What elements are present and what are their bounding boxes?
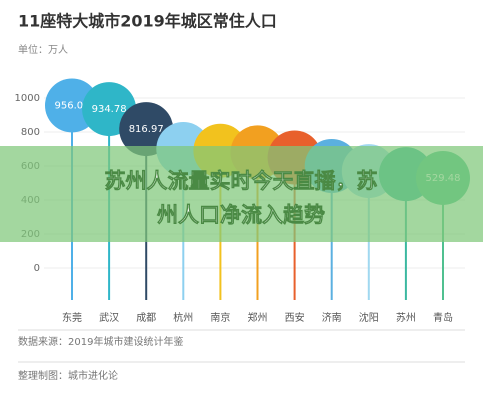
overlay-banner xyxy=(0,146,483,242)
y-tick-label: 0 xyxy=(34,263,40,274)
x-tick-label: 济南 xyxy=(322,311,342,324)
x-tick-label: 郑州 xyxy=(248,311,268,324)
y-tick-label: 1000 xyxy=(15,93,40,104)
value-label: 956.08 xyxy=(55,100,90,111)
x-tick-label: 武汉 xyxy=(99,311,119,324)
x-tick-label: 杭州 xyxy=(173,311,193,324)
credit: 整理制图：城市进化论 xyxy=(18,369,118,382)
x-tick-label: 青岛 xyxy=(433,311,453,324)
overlay-headline: 苏州人流量实时今天直播，苏 xyxy=(105,169,378,193)
x-tick-label: 成都 xyxy=(136,312,156,324)
subtitle: 单位：万人 xyxy=(18,43,68,56)
x-tick-label: 苏州 xyxy=(396,311,416,324)
x-tick-label: 西安 xyxy=(285,311,305,324)
source: 数据来源：2019年城市建设统计年鉴 xyxy=(18,335,183,348)
chart-title: 11座特大城市2019年城区常住人口 xyxy=(18,12,277,31)
y-tick-label: 800 xyxy=(21,127,40,138)
value-label: 816.97 xyxy=(129,124,164,135)
x-tick-label: 南京 xyxy=(210,311,230,324)
x-tick-label: 东莞 xyxy=(62,311,82,324)
value-label: 934.78 xyxy=(92,104,127,115)
x-tick-label: 沈阳 xyxy=(359,311,379,324)
overlay-headline: 州人口净流入趋势 xyxy=(157,203,325,227)
